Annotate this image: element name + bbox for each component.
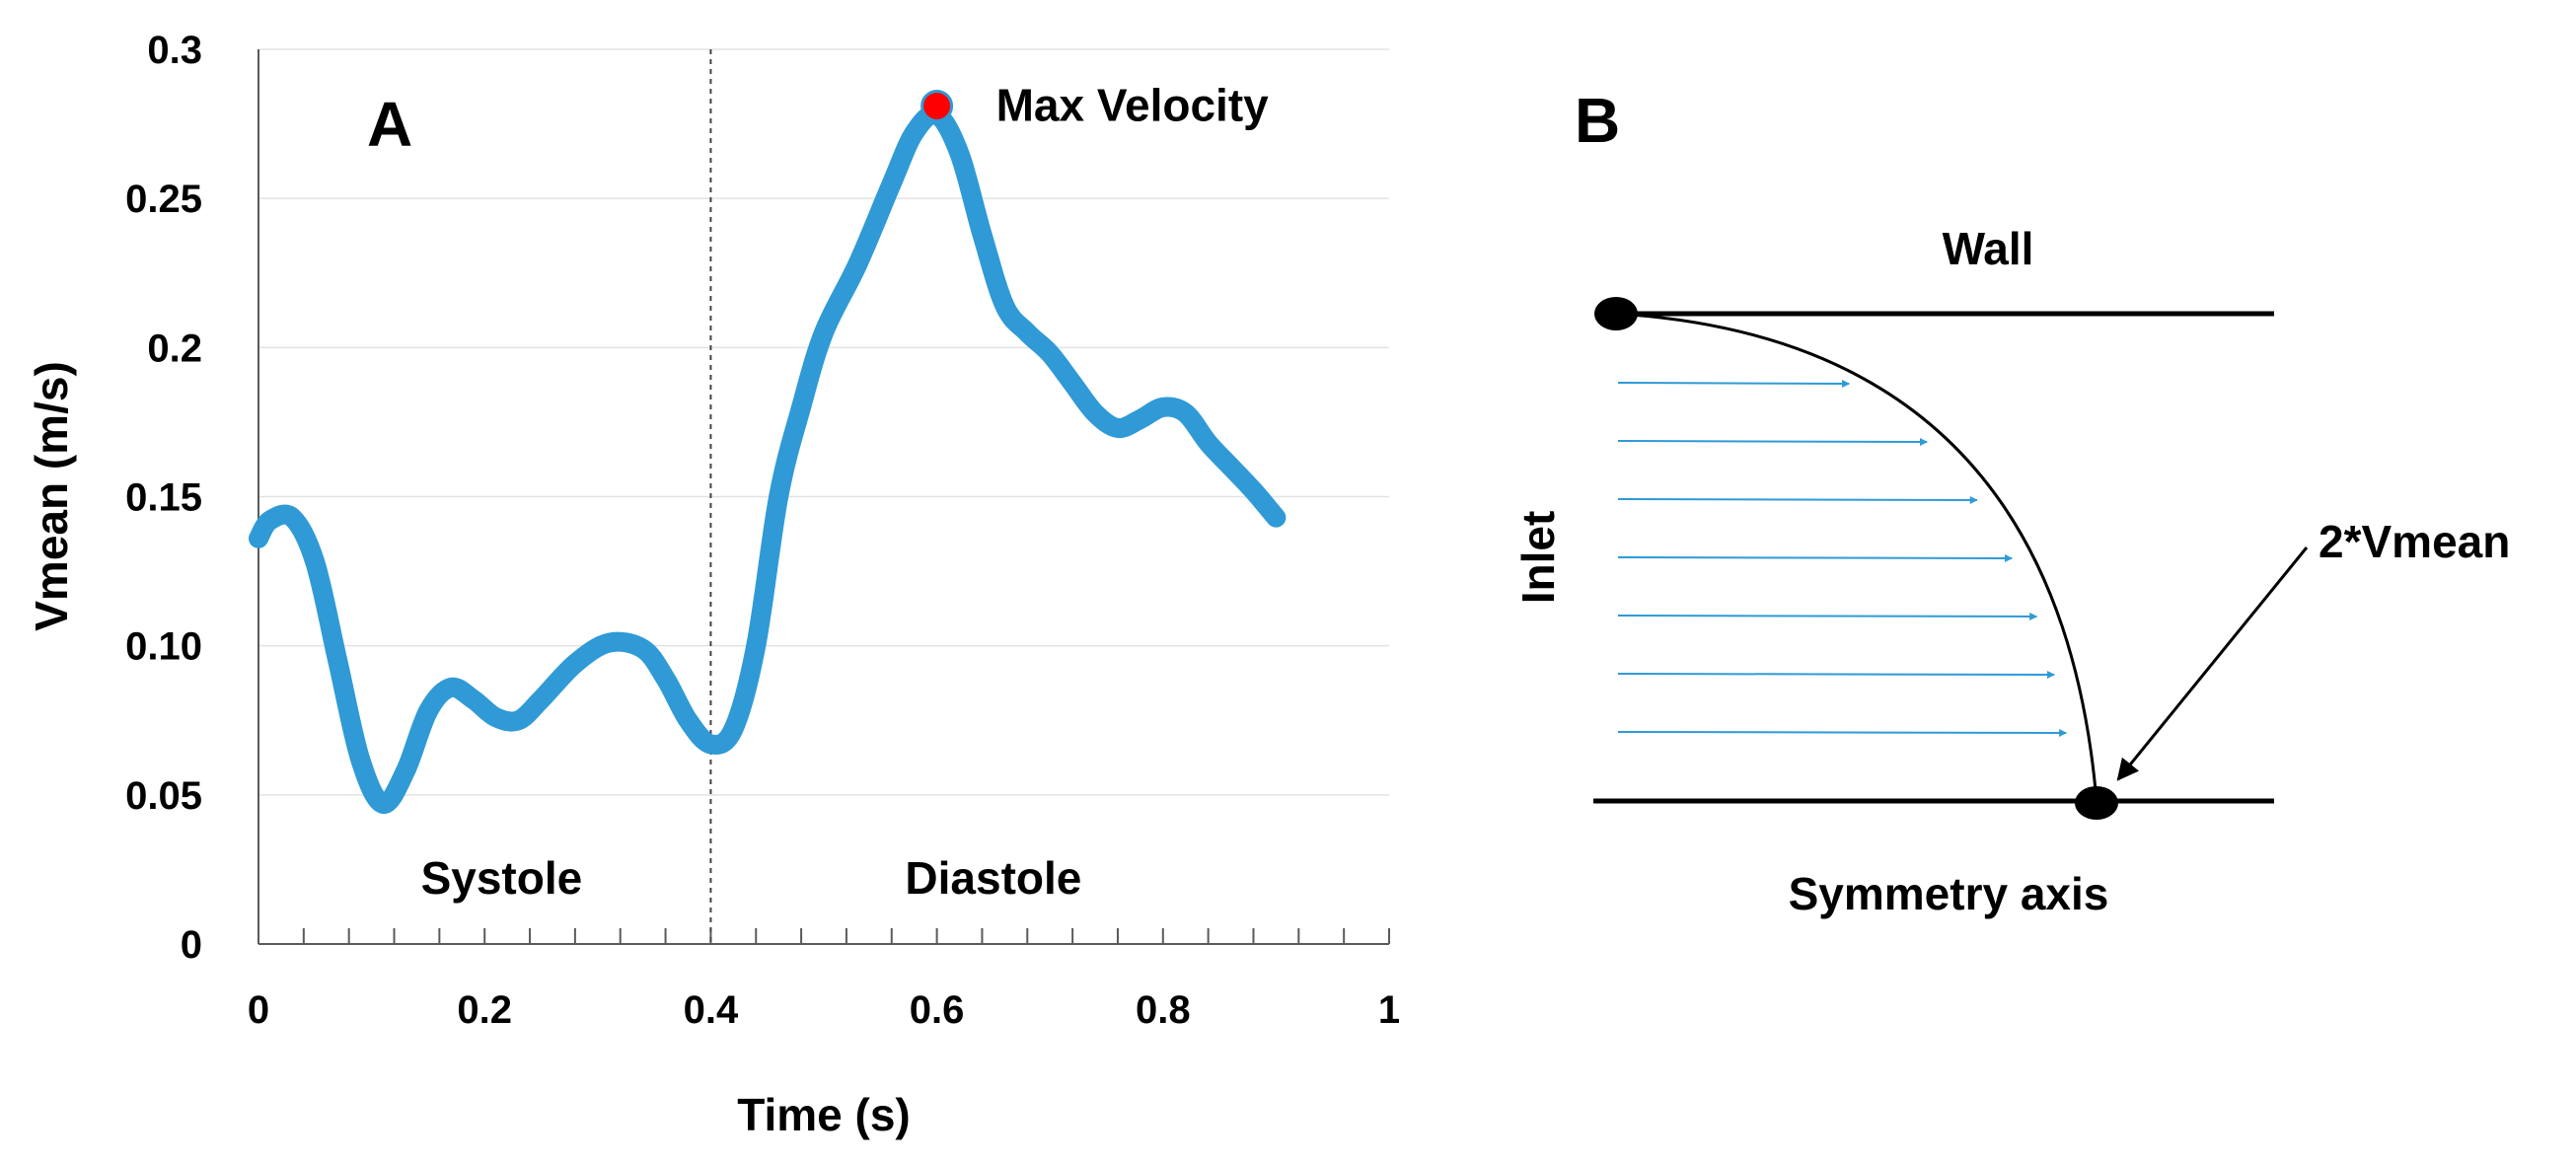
profile-arrow — [1617, 437, 1928, 446]
series-vmean-line — [249, 104, 1287, 814]
profile-arrow — [1617, 728, 2068, 737]
profile-arrow — [1617, 553, 2014, 562]
systole-label: Systole — [421, 852, 583, 904]
x-tick-label: 0.2 — [457, 988, 512, 1032]
x-axis-title: Time (s) — [737, 1089, 911, 1140]
velocity-profile-curve — [1615, 312, 2098, 802]
diagram-panel-b: B Wall 2*Vmean Inlet Symmetry axis — [1512, 85, 2510, 919]
panel-label-b: B — [1575, 85, 1620, 156]
max-velocity-marker — [920, 89, 954, 122]
wall-node — [1594, 297, 1638, 330]
symmetry-axis-label: Symmetry axis — [1789, 868, 2109, 919]
chart-panel-a: 0 0.05 0.10 0.15 0.2 0.25 0.3 0 0.2 0.4 0.6 0.8 1 M… — [26, 29, 1400, 1140]
x-minor-ticks — [302, 928, 1390, 944]
peak-pointer-arrow — [2116, 546, 2309, 781]
wall-label: Wall — [1943, 223, 2034, 274]
profile-arrow — [1617, 379, 1851, 388]
profile-arrow — [1617, 612, 2038, 620]
x-tick-label: 0.6 — [910, 988, 965, 1032]
y-tick-labels: 0 0.05 0.10 0.15 0.2 0.25 0.3 — [125, 29, 202, 967]
y-tick-label: 0.3 — [147, 29, 202, 72]
y-tick-label: 0.05 — [125, 774, 202, 818]
inlet-label: Inlet — [1512, 511, 1564, 605]
profile-arrow — [1617, 495, 1978, 504]
y-tick-label: 0 — [181, 923, 202, 967]
profile-arrow — [1617, 670, 2055, 679]
y-axis-title: Vmean (m/s) — [26, 361, 77, 631]
axis-node — [2075, 786, 2118, 820]
panel-label-a: A — [367, 89, 412, 160]
y-tick-label: 0.15 — [125, 476, 202, 520]
y-tick-label: 0.2 — [147, 327, 202, 370]
y-tick-label: 0.10 — [125, 625, 202, 669]
y-tick-label: 0.25 — [125, 178, 202, 221]
x-tick-label: 0.4 — [684, 988, 739, 1032]
max-velocity-label: Max Velocity — [996, 79, 1270, 130]
x-tick-label: 0 — [248, 988, 269, 1032]
x-tick-label: 1 — [1378, 988, 1400, 1032]
x-tick-labels: 0 0.2 0.4 0.6 0.8 1 — [248, 988, 1400, 1032]
diastole-label: Diastole — [905, 852, 1081, 904]
x-tick-label: 0.8 — [1136, 988, 1191, 1032]
profile-arrows — [1617, 379, 2068, 737]
gridlines — [258, 48, 1389, 796]
peak-velocity-label: 2*Vmean — [2318, 516, 2510, 567]
